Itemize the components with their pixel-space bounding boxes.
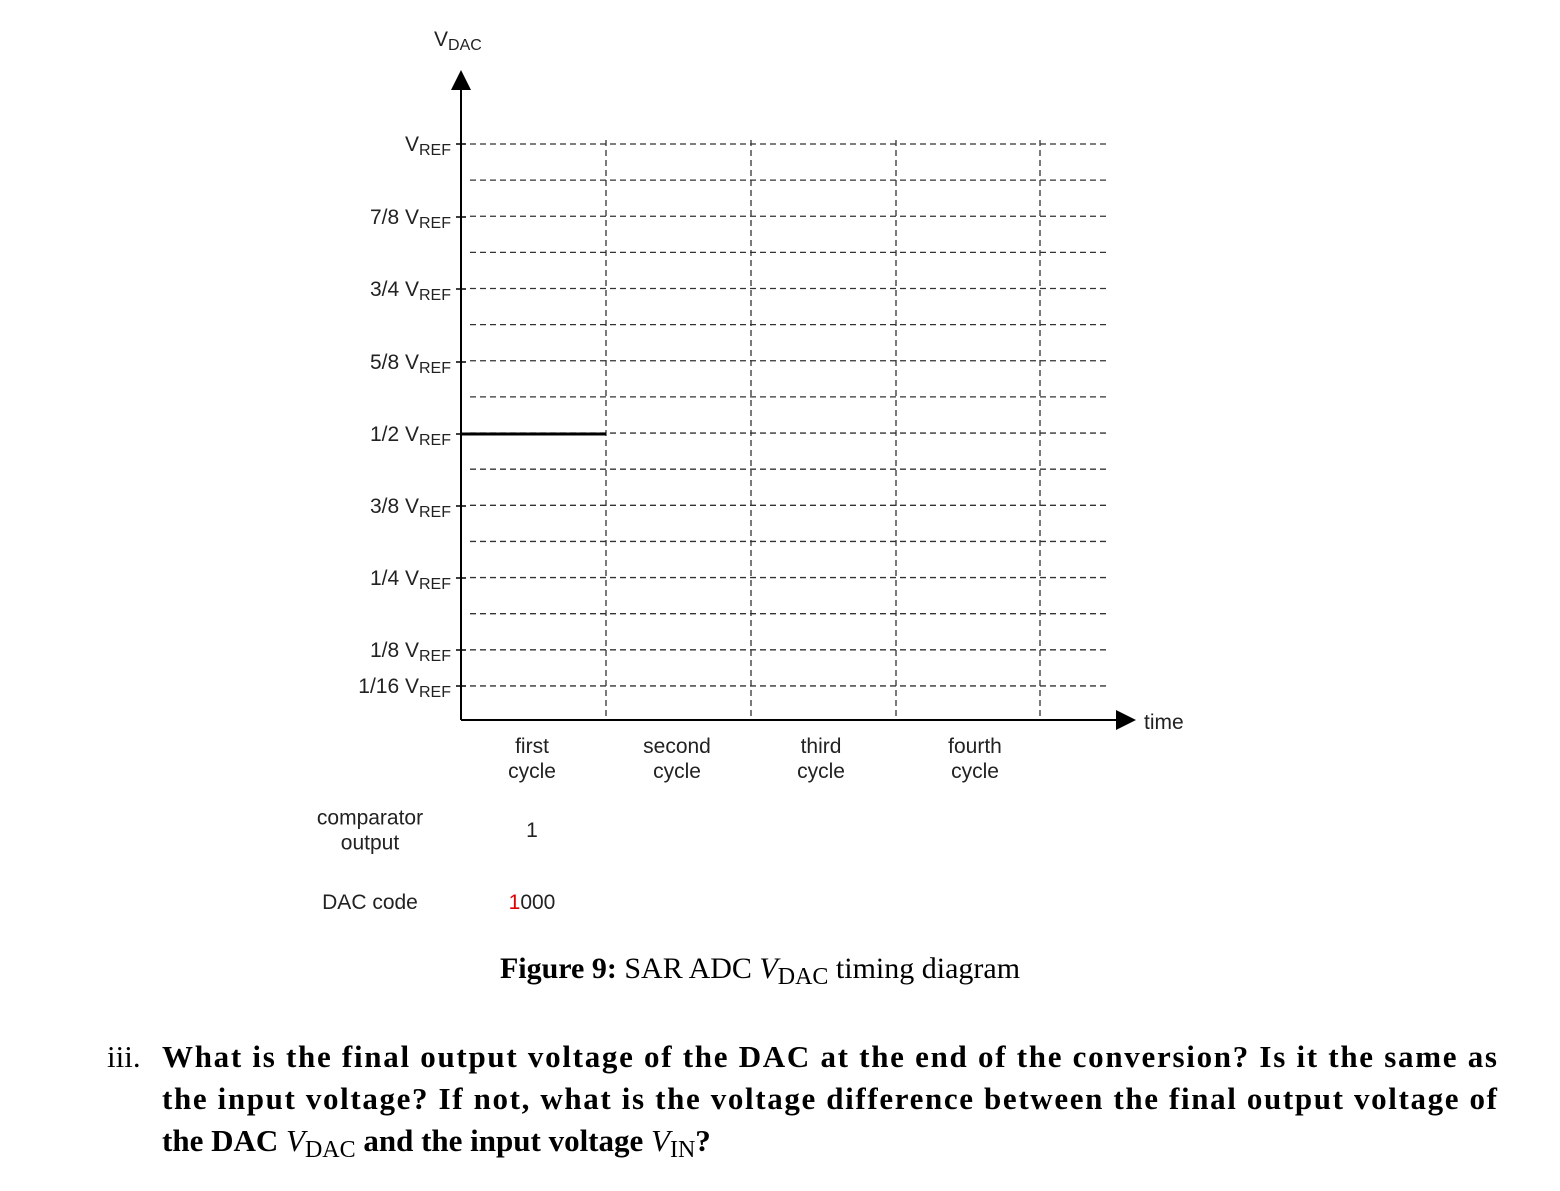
- cycle-label: cycle: [951, 760, 999, 783]
- y-label-main: 5/8 V: [370, 351, 419, 374]
- cycle-label: cycle: [797, 760, 845, 783]
- row-label: output: [341, 832, 400, 855]
- y-label-sub: REF: [419, 648, 451, 665]
- y-label-sub: REF: [419, 684, 451, 701]
- y-label-main: V: [405, 133, 419, 156]
- y-label-sub: REF: [419, 360, 451, 377]
- y-label: 3/4 VREF: [370, 278, 451, 304]
- x-label: time: [1144, 711, 1184, 734]
- cycle-label: first: [515, 735, 549, 758]
- y-label: 7/8 VREF: [370, 206, 451, 232]
- y-label-main: 1/2 V: [370, 423, 419, 446]
- y-label-main: 1/8 V: [370, 639, 419, 662]
- cycle-label: cycle: [653, 760, 701, 783]
- y-label-main: 3/4 V: [370, 278, 419, 301]
- row-value: 1000: [509, 891, 556, 914]
- y-label: 1/16 VREF: [358, 675, 451, 701]
- cycle-label: third: [801, 735, 842, 758]
- question-line: What is the final output voltage of the …: [162, 1039, 1497, 1074]
- question: iii. What is the final output voltage of…: [107, 1039, 1498, 1163]
- y-label-main: 3/8 V: [370, 495, 419, 518]
- y-label-sub: REF: [419, 215, 451, 232]
- caption: Figure 9: SAR ADC VDAC timing diagram: [500, 952, 1020, 990]
- y-label-main: 1/4 V: [370, 567, 419, 590]
- grid: [470, 140, 1107, 720]
- y-label: 1/8 VREF: [370, 639, 451, 665]
- y-label-sub: REF: [419, 576, 451, 593]
- axis-label: VDAC: [434, 28, 482, 54]
- row-value: 1: [526, 819, 538, 842]
- row-label: comparator: [317, 807, 423, 830]
- y-label: 1/2 VREF: [370, 423, 451, 449]
- y-label: 5/8 VREF: [370, 351, 451, 377]
- y-label: 3/8 VREF: [370, 495, 451, 521]
- code-msb: 1: [509, 891, 521, 914]
- y-label: 1/4 VREF: [370, 567, 451, 593]
- question-number: iii.: [107, 1039, 141, 1074]
- y-label: VREF: [405, 133, 451, 159]
- cycle-label: fourth: [948, 735, 1002, 758]
- question-line: the input voltage? If not, what is the v…: [162, 1081, 1498, 1116]
- cycle-label: second: [643, 735, 711, 758]
- row-label: DAC code: [322, 891, 418, 914]
- y-label-sub: REF: [419, 142, 451, 159]
- y-label-main: 7/8 V: [370, 206, 419, 229]
- cycle-label: cycle: [508, 760, 556, 783]
- y-label-main: 1/16 V: [358, 675, 419, 698]
- question-line: the DAC VDAC and the input voltage VIN?: [162, 1123, 711, 1163]
- code-rest: 000: [520, 891, 555, 914]
- y-label-sub: REF: [419, 432, 451, 449]
- y-label-sub: REF: [419, 504, 451, 521]
- y-label-sub: REF: [419, 287, 451, 304]
